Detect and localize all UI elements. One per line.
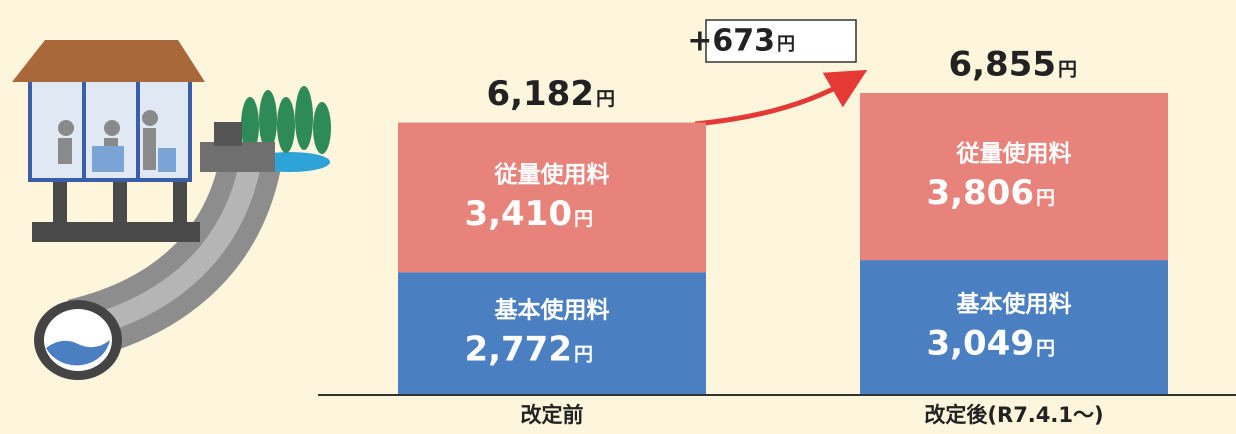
segment-value: 2,772 <box>464 330 572 370</box>
category-label: 改定前 <box>521 403 584 427</box>
category-label: 改定後(R7.4.1～) <box>924 403 1103 427</box>
difference-label: +673 <box>687 24 775 59</box>
segment-value-unit: 円 <box>574 344 593 366</box>
segment-value-unit: 円 <box>574 208 593 230</box>
sink <box>158 148 176 172</box>
segment-name: 従量使用料 <box>494 161 610 188</box>
total-unit: 円 <box>1058 59 1077 81</box>
chart: +673 円 基本使用料2,772円従量使用料3,410円6,182円改定前基本… <box>0 0 1236 434</box>
bath <box>92 146 124 172</box>
segment-name: 基本使用料 <box>957 292 1072 318</box>
difference-unit: 円 <box>777 34 795 55</box>
ground <box>32 222 200 242</box>
segment-value-unit: 円 <box>1036 187 1055 209</box>
segment-name: 従量使用料 <box>956 140 1072 167</box>
segment-value: 3,806 <box>926 173 1034 213</box>
segment-name: 基本使用料 <box>495 298 610 324</box>
plant-building <box>214 122 242 146</box>
total-label: 6,182 <box>486 74 594 114</box>
segment-value-unit: 円 <box>1036 338 1055 360</box>
total-unit: 円 <box>596 88 615 110</box>
segment-value: 3,049 <box>926 324 1034 364</box>
total-label: 6,855 <box>948 45 1056 85</box>
roof <box>12 40 205 82</box>
segment-value: 3,410 <box>464 194 572 234</box>
treatment-plant <box>200 142 275 172</box>
